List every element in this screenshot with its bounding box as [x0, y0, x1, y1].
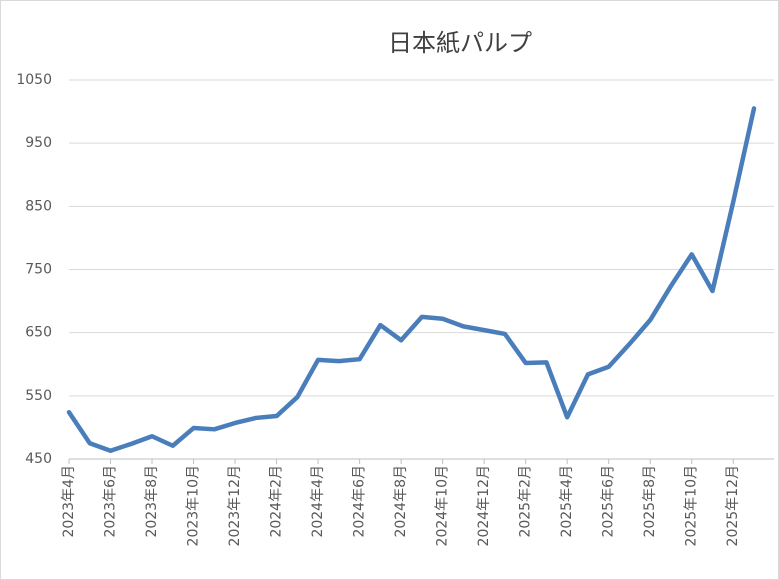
y-tick-label: 550: [25, 388, 52, 404]
chart-title: 日本紙パルプ: [388, 29, 532, 57]
x-tick-label: 2024年10月: [435, 465, 451, 546]
x-tick-label: 2025年6月: [601, 465, 617, 538]
x-tick-label: 2025年2月: [518, 465, 534, 538]
y-tick-label: 1050: [16, 72, 52, 88]
y-tick-label: 650: [25, 325, 52, 341]
x-tick-label: 2024年8月: [393, 465, 409, 538]
x-tick-label: 2024年2月: [269, 465, 285, 538]
x-tick-label: 2024年12月: [476, 465, 492, 546]
x-tick-label: 2023年10月: [186, 465, 202, 546]
y-tick-label: 850: [25, 198, 52, 214]
line: [66, 106, 757, 454]
x-tick-label: 2025年4月: [559, 465, 575, 538]
x-tick-label: 2023年6月: [103, 465, 119, 538]
x-tick-label: 2023年8月: [144, 465, 160, 538]
x-tick-label: 2024年4月: [310, 465, 326, 538]
x-tick-label: 2025年12月: [725, 465, 741, 546]
x-tick-label: 2023年12月: [227, 465, 243, 546]
x-tick-label: 2025年10月: [684, 465, 700, 546]
y-tick-label: 450: [25, 451, 52, 467]
y-tick-label: 750: [25, 262, 52, 278]
x-tick-label: 2025年8月: [642, 465, 658, 538]
y-tick-label: 950: [25, 135, 52, 151]
x-tick-label: 2023年4月: [61, 465, 77, 538]
x-tick-label: 2024年6月: [352, 465, 368, 538]
